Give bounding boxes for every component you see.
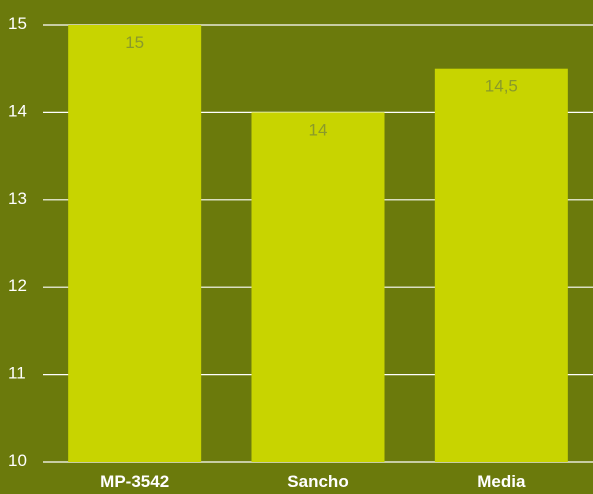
y-tick-label: 10 (8, 451, 27, 470)
data-label: 15 (125, 33, 144, 52)
x-category-label: MP-3542 (100, 472, 169, 491)
bars (68, 25, 568, 463)
y-tick-label: 11 (8, 364, 26, 383)
y-tick-label: 12 (8, 276, 27, 295)
y-tick-label: 14 (8, 101, 27, 120)
bar-sancho (251, 112, 385, 463)
data-labels: 15 14 14,5 (125, 33, 518, 139)
y-tick-label: 13 (8, 189, 27, 208)
bar-mp-3542 (68, 25, 202, 462)
x-category-label: Sancho (287, 472, 348, 491)
x-category-label: Media (477, 472, 526, 491)
y-tick-label: 15 (8, 14, 27, 33)
data-label: 14 (309, 120, 328, 139)
y-axis-ticks: 10 11 12 13 14 15 (8, 14, 27, 470)
x-axis-labels: MP-3542 Sancho Media (100, 472, 526, 491)
bar-media (434, 68, 568, 462)
data-label: 14,5 (485, 77, 518, 96)
